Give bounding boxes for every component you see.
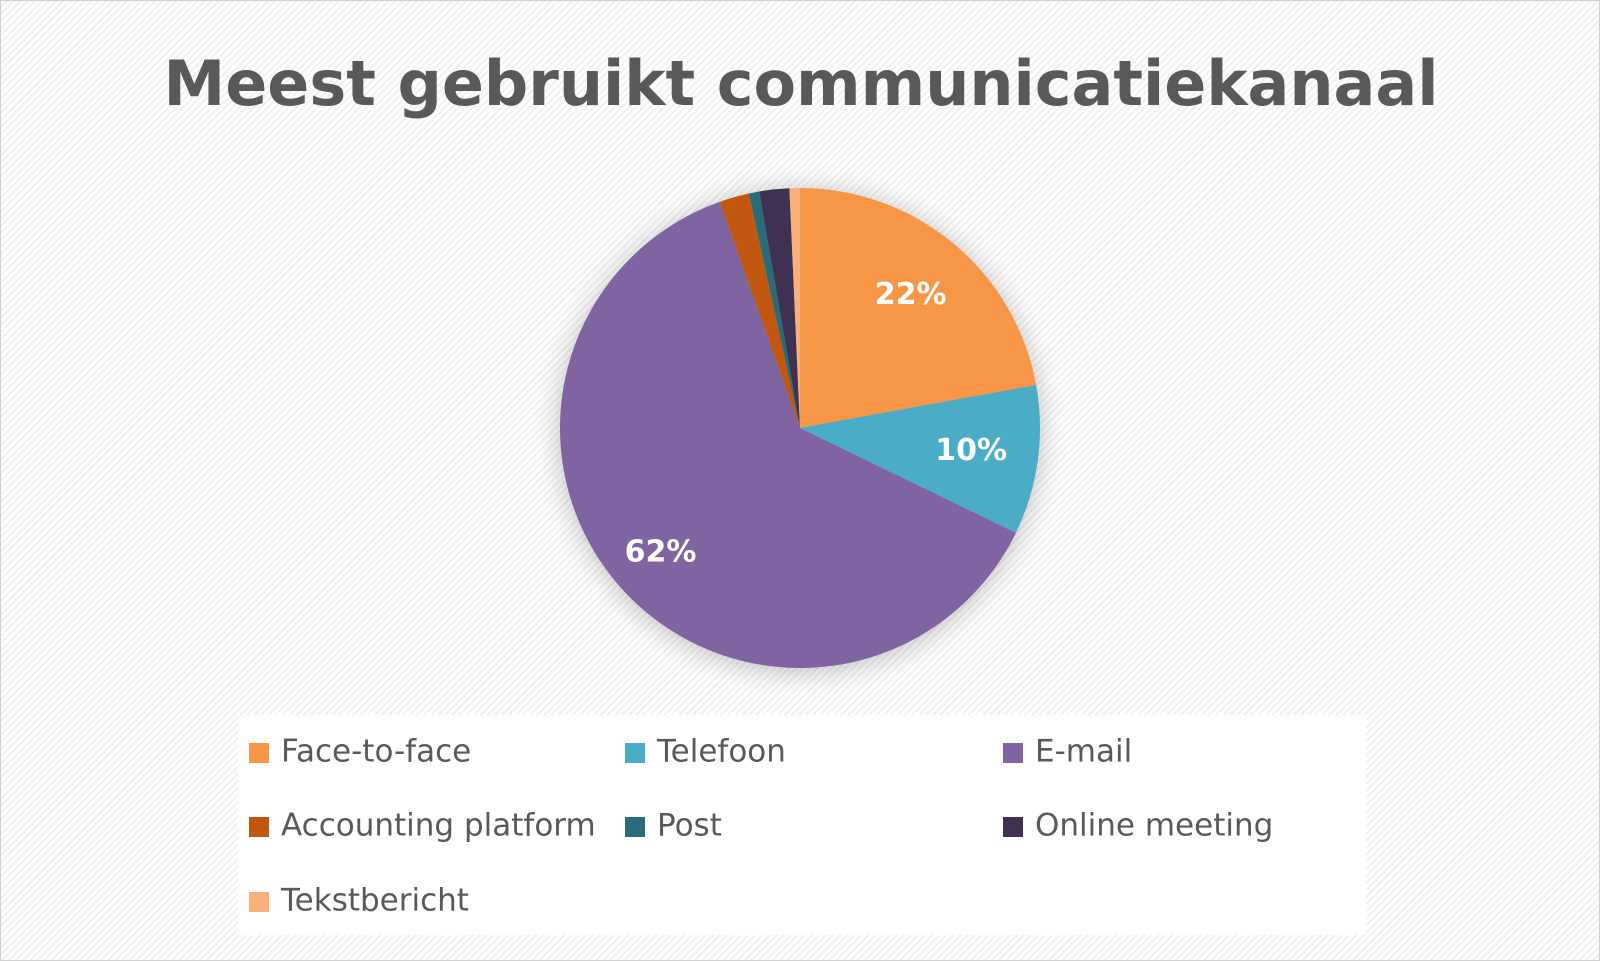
legend-label: Telefoon — [656, 734, 786, 770]
legend-swatch — [1003, 743, 1023, 763]
legend-label: E-mail — [1035, 734, 1132, 770]
legend-label: Post — [657, 808, 722, 844]
legend-label: Accounting platform — [281, 808, 596, 844]
pie-slice — [800, 384, 1040, 533]
legend-swatch — [1003, 817, 1023, 837]
data-label: 10% — [935, 433, 1007, 468]
legend-label: Face-to-face — [281, 734, 471, 770]
legend-label: Online meeting — [1035, 808, 1273, 844]
legend-label: Tekstbericht — [280, 883, 469, 919]
data-label: 22% — [875, 277, 947, 312]
pie-slice — [789, 188, 800, 428]
legend-swatch — [249, 817, 269, 837]
pie-slice — [759, 188, 800, 428]
legend-swatch — [625, 743, 645, 763]
legend-swatch — [625, 817, 645, 837]
pie-slice — [748, 191, 800, 428]
pie-slice — [719, 193, 800, 428]
pie-slice — [800, 188, 1037, 428]
legend-swatch — [249, 743, 269, 763]
data-label: 62% — [625, 534, 697, 569]
pie-slice — [560, 201, 1016, 669]
legend-swatch — [249, 892, 269, 912]
legend-box — [238, 715, 1366, 935]
chart-title: Meest gebruikt communicatiekanaal — [164, 47, 1439, 120]
